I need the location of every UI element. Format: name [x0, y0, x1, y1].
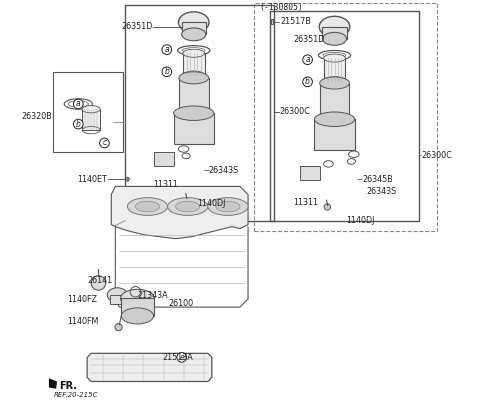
Bar — [271, 19, 273, 24]
Text: 26100: 26100 — [169, 298, 194, 307]
Bar — [179, 78, 209, 113]
Ellipse shape — [107, 288, 127, 302]
Circle shape — [303, 55, 312, 64]
Ellipse shape — [120, 290, 155, 307]
Text: 11311: 11311 — [293, 198, 319, 207]
Text: 11311: 11311 — [154, 180, 179, 189]
Text: b: b — [76, 119, 81, 128]
Bar — [270, 11, 419, 221]
Bar — [183, 53, 204, 75]
Text: b: b — [164, 67, 169, 76]
Text: e: e — [180, 353, 184, 362]
Bar — [154, 152, 174, 166]
Ellipse shape — [179, 72, 209, 84]
Bar — [323, 27, 347, 39]
Text: 26320B: 26320B — [21, 111, 52, 121]
Text: 1140ET: 1140ET — [77, 175, 107, 184]
Text: 26343S: 26343S — [366, 187, 396, 196]
Ellipse shape — [179, 107, 209, 119]
Polygon shape — [111, 186, 248, 239]
Circle shape — [73, 99, 83, 109]
Text: FR.: FR. — [59, 381, 77, 390]
Bar — [181, 22, 206, 34]
Circle shape — [125, 177, 130, 181]
Bar — [53, 72, 123, 152]
Text: 1140DJ: 1140DJ — [197, 199, 225, 208]
Bar — [320, 83, 349, 119]
Circle shape — [162, 45, 172, 55]
Text: REF.20-215C: REF.20-215C — [54, 392, 99, 398]
Text: 26351D: 26351D — [293, 35, 325, 44]
Text: 26351D: 26351D — [121, 22, 152, 31]
Bar — [254, 3, 437, 231]
Text: 26141: 26141 — [87, 277, 112, 286]
Text: 26343S: 26343S — [209, 166, 239, 175]
Bar — [121, 298, 154, 316]
Circle shape — [73, 119, 83, 129]
Circle shape — [303, 77, 312, 87]
Text: c: c — [102, 139, 107, 147]
Text: b: b — [305, 77, 310, 86]
Ellipse shape — [320, 77, 349, 89]
Ellipse shape — [176, 201, 200, 212]
Bar — [110, 295, 124, 304]
Ellipse shape — [174, 106, 214, 120]
Ellipse shape — [179, 12, 209, 33]
Ellipse shape — [216, 201, 240, 212]
Text: 26345B: 26345B — [362, 175, 393, 184]
Circle shape — [183, 196, 190, 202]
Text: 21513A: 21513A — [163, 353, 193, 362]
Bar — [125, 5, 274, 221]
Circle shape — [162, 67, 172, 77]
Ellipse shape — [324, 54, 346, 62]
Ellipse shape — [168, 198, 208, 215]
Polygon shape — [49, 378, 57, 389]
Text: 21343A: 21343A — [138, 290, 168, 300]
Ellipse shape — [314, 112, 355, 126]
Text: 1140DJ: 1140DJ — [346, 216, 374, 225]
Bar — [324, 58, 346, 81]
Ellipse shape — [135, 201, 159, 212]
Circle shape — [115, 324, 122, 331]
Text: a: a — [305, 55, 310, 64]
Text: a: a — [165, 45, 169, 54]
Text: (-130805): (-130805) — [259, 3, 303, 13]
Ellipse shape — [82, 106, 100, 113]
Text: 21517B: 21517B — [280, 17, 311, 26]
Ellipse shape — [127, 198, 168, 215]
Ellipse shape — [181, 28, 206, 41]
Ellipse shape — [320, 113, 349, 125]
Bar — [83, 109, 100, 130]
Bar — [174, 113, 214, 144]
Text: 26300C: 26300C — [421, 151, 452, 160]
Ellipse shape — [208, 198, 248, 215]
Ellipse shape — [319, 16, 350, 37]
Text: 1140FZ: 1140FZ — [67, 295, 97, 304]
Ellipse shape — [183, 49, 204, 57]
Ellipse shape — [121, 308, 154, 324]
Text: a: a — [76, 100, 81, 109]
Circle shape — [100, 138, 109, 148]
Bar — [300, 166, 321, 180]
Text: 26300C: 26300C — [279, 107, 310, 117]
Circle shape — [91, 276, 106, 290]
Circle shape — [177, 352, 187, 362]
Circle shape — [324, 204, 331, 210]
Ellipse shape — [323, 32, 347, 45]
Text: 1140FM: 1140FM — [67, 317, 98, 326]
Polygon shape — [87, 353, 212, 382]
Bar — [314, 119, 355, 150]
